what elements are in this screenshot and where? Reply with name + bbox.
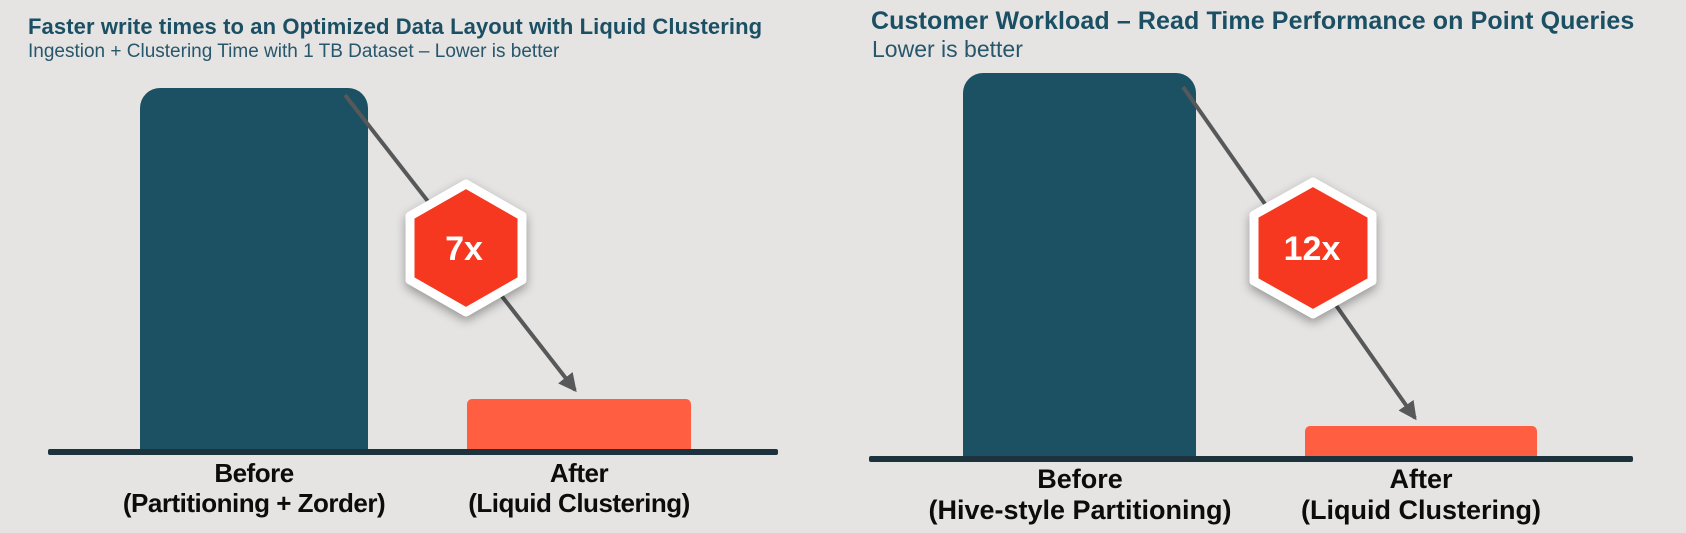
bar-label-before: Before (Hive-style Partitioning) xyxy=(850,464,1310,526)
annotation-overlay: 12x xyxy=(1181,85,1417,421)
speedup-badge-label: 12x xyxy=(1284,230,1341,268)
chart-write-times: Faster write times to an Optimized Data … xyxy=(0,0,810,533)
x-axis-line xyxy=(869,456,1633,462)
bar-label-line2: (Hive-style Partitioning) xyxy=(928,495,1232,525)
bar-label-line1: After xyxy=(1389,464,1453,494)
chart-subtitle: Ingestion + Clustering Time with 1 TB Da… xyxy=(28,41,560,62)
chart-title: Faster write times to an Optimized Data … xyxy=(28,14,763,39)
bar-label-line1: Before xyxy=(1037,464,1123,494)
bar-label-line1: Before xyxy=(214,458,294,488)
speedup-badge-hexagon: 12x xyxy=(1249,177,1377,319)
speedup-arrow xyxy=(1181,85,1417,421)
bar-after xyxy=(467,399,691,451)
bar-label-after: After (Liquid Clustering) xyxy=(359,458,799,518)
bar-label-after: After (Liquid Clustering) xyxy=(1191,464,1651,526)
bar-label-line2: (Liquid Clustering) xyxy=(1301,495,1541,525)
speedup-arrow xyxy=(343,93,577,393)
bar-before xyxy=(140,88,368,451)
chart-subtitle: Lower is better xyxy=(872,36,1023,62)
bar-before xyxy=(963,73,1196,459)
speedup-badge-label: 7x xyxy=(445,230,483,268)
bar-label-line2: (Liquid Clustering) xyxy=(468,488,690,518)
bar-after xyxy=(1305,426,1537,459)
bar-label-line1: After xyxy=(549,458,609,488)
bar-label-line2: (Partitioning + Zorder) xyxy=(122,488,386,518)
chart-title: Customer Workload – Read Time Performanc… xyxy=(871,7,1635,35)
bar-label-before: Before (Partitioning + Zorder) xyxy=(34,458,474,518)
speedup-badge-hexagon: 7x xyxy=(405,179,527,317)
x-axis-line xyxy=(48,449,778,455)
chart-read-times: Customer Workload – Read Time Performanc… xyxy=(810,0,1686,533)
